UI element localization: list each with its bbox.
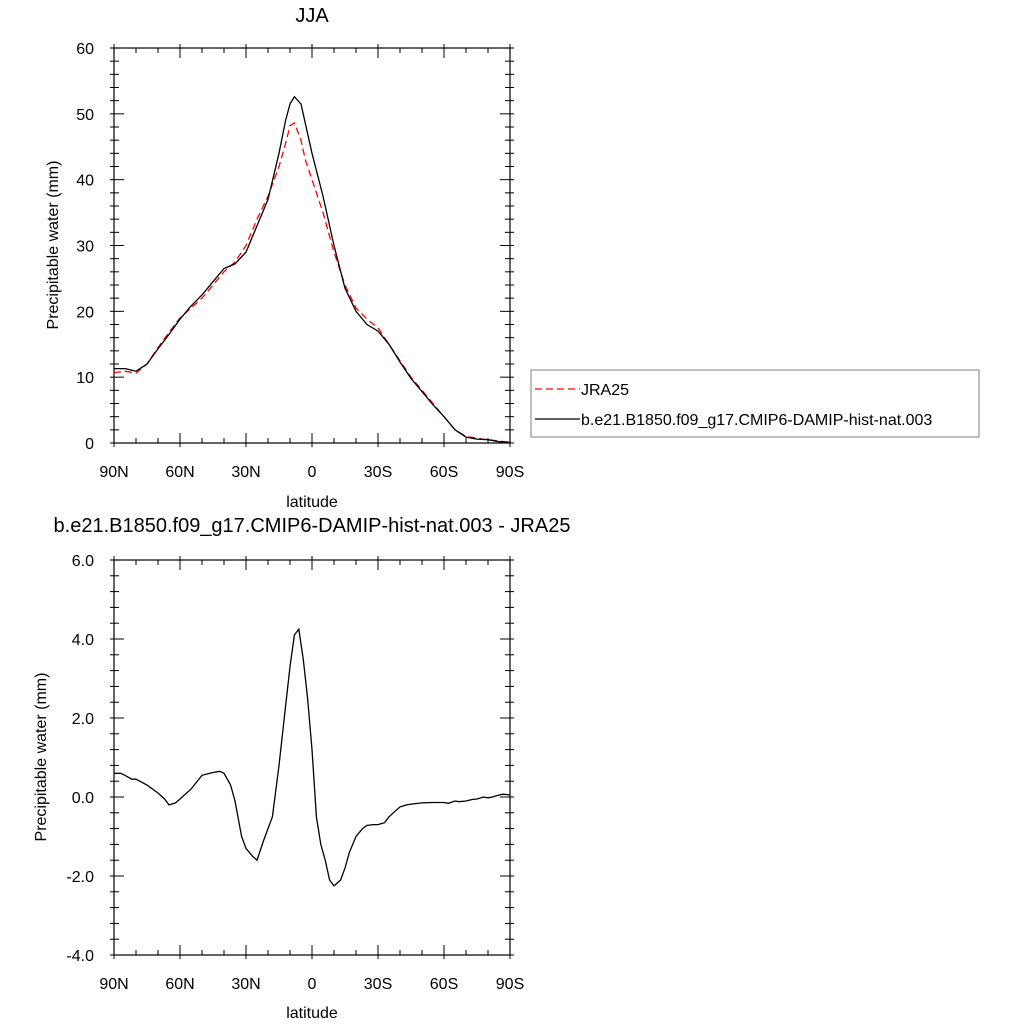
legend-label-jra25: JRA25 [581, 382, 629, 399]
chart-bottom-ytick-label: -4.0 [66, 948, 94, 965]
chart-bottom-ytick-label: 6.0 [72, 553, 94, 570]
chart-bottom-xtick-label: 0 [308, 976, 317, 993]
legend: JRA25 b.e21.B1850.f09_g17.CMIP6-DAMIP-hi… [530, 369, 980, 438]
chart-top-title: JJA [295, 5, 329, 27]
chart-top-xtick-label: 30S [364, 464, 392, 481]
chart-top-ytick-label: 20 [76, 304, 94, 321]
chart-top-plot-frame [113, 47, 511, 444]
chart-bottom-xtick-label: 30N [231, 976, 260, 993]
chart-bottom-ylabel: Precipitable water (mm) [33, 673, 50, 842]
chart-bottom-xtick-label: 30S [364, 976, 392, 993]
chart-top-ytick-label: 30 [76, 239, 94, 256]
chart-bottom-ytick-label: 0.0 [72, 790, 94, 807]
chart-bottom-xtick-label: 90N [99, 976, 128, 993]
chart-top-ytick-label: 60 [76, 41, 94, 58]
chart-top-ytick-label: 0 [85, 436, 94, 453]
chart-top-ytick-label: 40 [76, 173, 94, 190]
chart-top-xtick-label: 0 [308, 464, 317, 481]
chart-top-ylabel: Precipitable water (mm) [45, 161, 62, 330]
chart-bottom-ytick-label: 4.0 [72, 632, 94, 649]
chart-top-xtick-label: 60N [165, 464, 194, 481]
legend-box [530, 369, 980, 438]
chart-top-series-line-1 [113, 122, 511, 443]
chart-bottom-ytick-label: -2.0 [66, 869, 94, 886]
chart-bottom: b.e21.B1850.f09_g17.CMIP6-DAMIP-hist-nat… [33, 515, 570, 1022]
chart-bottom-xlabel: latitude [286, 1005, 338, 1022]
chart-top-xtick-label: 30N [231, 464, 260, 481]
chart-bottom-title: b.e21.B1850.f09_g17.CMIP6-DAMIP-hist-nat… [54, 515, 571, 537]
legend-label-model: b.e21.B1850.f09_g17.CMIP6-DAMIP-hist-nat… [581, 412, 932, 429]
chart-top-ytick-label: 50 [76, 107, 94, 124]
chart-top-xtick-label: 90N [99, 464, 128, 481]
chart-top-xtick-label: 60S [430, 464, 458, 481]
chart-top-ytick-label: 10 [76, 370, 94, 387]
chart-bottom-xtick-label: 60N [165, 976, 194, 993]
chart-top: JJA latitude Precipitable water (mm) 90N… [45, 5, 524, 511]
chart-bottom-series-line-1 [114, 627, 511, 887]
chart-bottom-ytick-label: 2.0 [72, 711, 94, 728]
chart-top-xlabel: latitude [286, 494, 338, 511]
chart-top-series-line-2 [114, 95, 511, 443]
chart-bottom-xtick-label: 60S [430, 976, 458, 993]
chart-bottom-xtick-label: 90S [496, 976, 524, 993]
chart-top-xtick-label: 90S [496, 464, 524, 481]
